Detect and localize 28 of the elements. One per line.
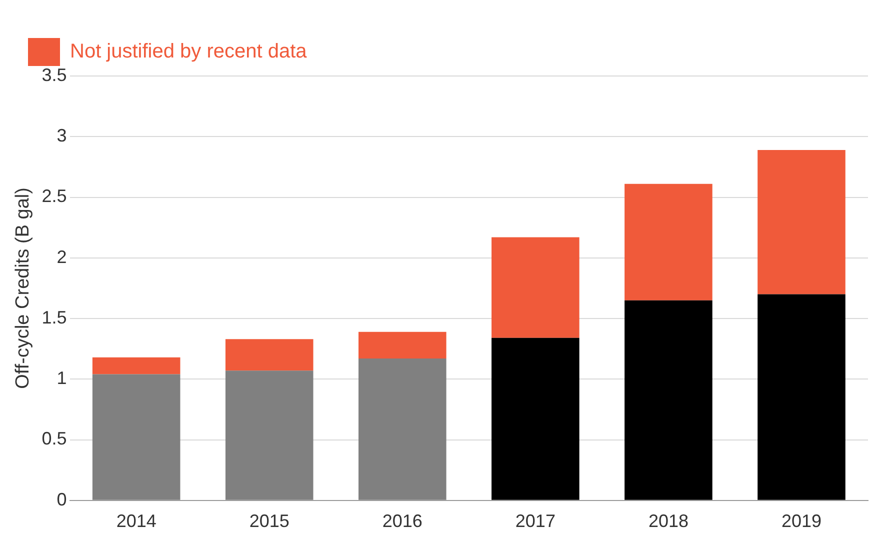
y-tick-label: 1.5	[42, 307, 67, 328]
y-axis-title: Off-cycle Credits (B gal)	[12, 188, 34, 389]
bar	[358, 358, 446, 500]
y-tick-label: 1	[56, 368, 67, 388]
y-tick-label: 2	[56, 246, 67, 267]
y-tick-label: 0	[56, 489, 67, 510]
bar	[624, 300, 712, 500]
bar	[492, 338, 580, 500]
bar	[92, 374, 180, 500]
x-tick-label: 2016	[382, 511, 422, 532]
bar	[92, 357, 180, 374]
x-tick-label: 2019	[781, 511, 822, 532]
bar	[492, 237, 580, 338]
legend-label: Not justified by recent data	[70, 40, 308, 63]
y-tick-label: 3	[56, 126, 67, 146]
bar	[758, 150, 846, 294]
y-tick-label: 0.5	[42, 428, 67, 449]
bar	[758, 294, 846, 500]
x-tick-label: 2017	[515, 511, 556, 532]
y-tick-label: 2.5	[42, 186, 67, 206]
x-tick-label: 2018	[648, 511, 688, 532]
bar	[225, 370, 314, 500]
bar	[358, 332, 446, 359]
x-tick-label: 2014	[116, 511, 156, 532]
bar	[225, 339, 314, 371]
x-tick-label: 2015	[249, 511, 290, 532]
bar	[624, 184, 712, 300]
y-tick-label: 3.5	[42, 64, 67, 85]
